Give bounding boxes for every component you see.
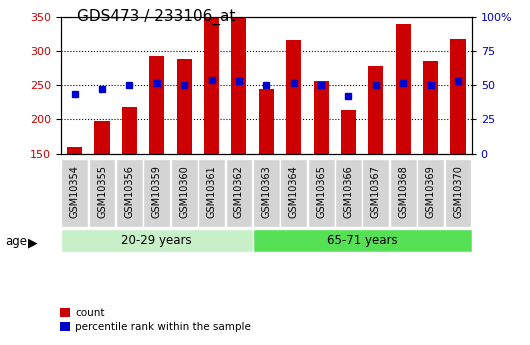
Bar (423, 61, 438, 154)
Bar (308, 159, 334, 227)
Bar (61, 229, 253, 252)
Text: ▶: ▶ (28, 236, 37, 249)
Bar (176, 59, 192, 154)
Text: GSM10359: GSM10359 (152, 165, 162, 218)
Text: 65-71 years: 65-71 years (327, 234, 398, 247)
Bar (253, 159, 280, 227)
Bar (61, 159, 88, 227)
Text: GSM10360: GSM10360 (179, 166, 189, 218)
Bar (417, 159, 444, 227)
Bar (259, 89, 274, 154)
Bar (67, 147, 82, 154)
Text: GSM10363: GSM10363 (261, 166, 271, 218)
Legend: count, percentile rank within the sample: count, percentile rank within the sample (56, 303, 255, 336)
Bar (363, 159, 389, 227)
Text: age: age (5, 235, 28, 248)
Bar (204, 17, 219, 154)
Bar (396, 24, 411, 154)
Text: GSM10370: GSM10370 (453, 165, 463, 218)
Bar (232, 17, 246, 154)
Bar (94, 121, 110, 154)
Text: GSM10367: GSM10367 (371, 165, 381, 218)
Text: GSM10365: GSM10365 (316, 165, 326, 218)
Text: GSM10366: GSM10366 (343, 166, 354, 218)
Bar (149, 56, 164, 154)
Bar (445, 159, 471, 227)
Bar (226, 159, 252, 227)
Bar (450, 39, 465, 154)
Bar (198, 159, 225, 227)
Bar (341, 110, 356, 154)
Bar (335, 159, 362, 227)
Text: GSM10362: GSM10362 (234, 165, 244, 218)
Bar (144, 159, 170, 227)
Text: GSM10361: GSM10361 (207, 166, 217, 218)
Bar (314, 81, 329, 154)
Text: GSM10356: GSM10356 (125, 165, 135, 218)
Text: GSM10364: GSM10364 (289, 166, 299, 218)
Bar (89, 159, 116, 227)
Text: GSM10355: GSM10355 (97, 165, 107, 218)
Bar (368, 66, 383, 154)
Text: GDS473 / 233106_at: GDS473 / 233106_at (77, 9, 235, 25)
Bar (280, 159, 307, 227)
Bar (390, 159, 417, 227)
Text: GSM10354: GSM10354 (69, 165, 80, 218)
Bar (171, 159, 198, 227)
Bar (122, 107, 137, 154)
Text: GSM10369: GSM10369 (426, 166, 436, 218)
Bar (286, 40, 301, 154)
Text: GSM10368: GSM10368 (398, 166, 408, 218)
Bar (116, 159, 143, 227)
Bar (253, 229, 472, 252)
Text: 20-29 years: 20-29 years (121, 234, 192, 247)
